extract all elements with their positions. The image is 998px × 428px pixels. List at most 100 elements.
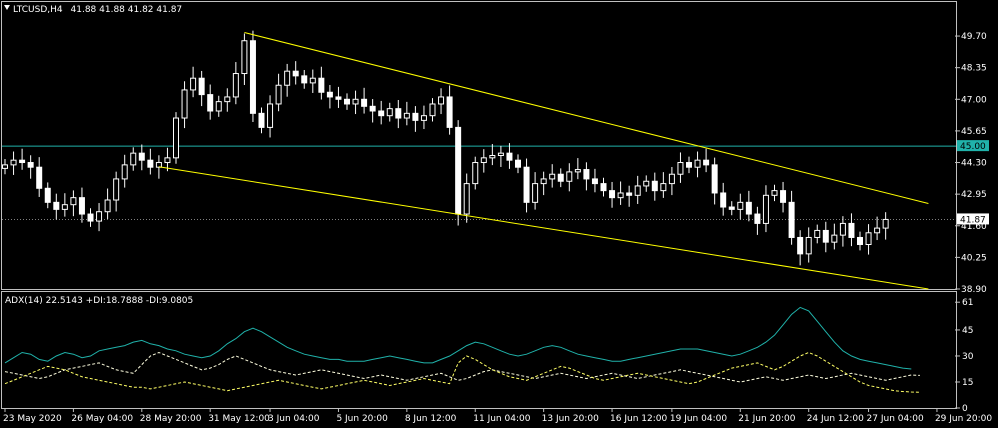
- candle: [27, 155, 34, 179]
- candle: [515, 154, 521, 174]
- bear-candle-body: [36, 166, 43, 189]
- candle: [574, 158, 581, 180]
- adx-header: ADX(14) 22.5143 +DI:18.7888 -DI:9.0805: [5, 296, 193, 306]
- collapse-triangle-icon[interactable]: [4, 5, 10, 10]
- bear-candle-body: [292, 70, 299, 77]
- price-tick-label: 40.25: [961, 253, 987, 263]
- bull-candle-body: [420, 115, 427, 121]
- bear-candle-body: [557, 173, 564, 182]
- bull-candle-body: [532, 183, 539, 203]
- candle: [130, 147, 137, 171]
- candle: [335, 86, 342, 108]
- bull-candle-body: [403, 112, 410, 119]
- candle: [643, 175, 650, 192]
- bear-candle-body: [27, 162, 34, 168]
- candle: [438, 88, 445, 115]
- bull-candle-body: [284, 70, 291, 86]
- bull-candle-body: [438, 96, 445, 105]
- candle: [104, 188, 111, 219]
- candle: [232, 62, 239, 105]
- bull-candle-body: [267, 103, 274, 128]
- candle: [113, 171, 120, 212]
- adx-tick-label: 15: [962, 378, 973, 388]
- time-tick-label: 28 May 20:00: [140, 414, 202, 424]
- bull-candle-body: [839, 222, 846, 236]
- bull-candle-body: [472, 162, 479, 185]
- candle: [190, 66, 197, 98]
- bull-candle-body: [865, 232, 872, 246]
- bull-candle-body: [173, 117, 179, 159]
- bull-candle-body: [61, 204, 68, 210]
- candle: [318, 66, 325, 100]
- bull-candle-body: [634, 185, 641, 196]
- time-tick-label: 8 Jun 12:00: [405, 414, 457, 424]
- candle: [771, 184, 778, 202]
- candle: [292, 61, 299, 85]
- bull-candle-body: [805, 236, 812, 255]
- candle: [138, 144, 145, 171]
- price-tick-label: 44.30: [961, 159, 987, 169]
- bear-candle-body: [44, 187, 51, 203]
- bull-candle-body: [215, 101, 222, 112]
- bear-candle-body: [703, 159, 710, 166]
- bear-candle-body: [198, 77, 205, 96]
- candle: [395, 99, 402, 129]
- adx-indicator-panel[interactable]: 61 45 30 15 0 ADX(14) 22.5143 +DI:18.7888 -D…: [1, 291, 974, 415]
- bull-candle-body: [429, 103, 436, 117]
- trend-channel[interactable]: [158, 32, 929, 290]
- time-tick-label: 29 Jun 20:00: [935, 414, 992, 424]
- candle: [686, 156, 692, 174]
- bull-candle-body: [155, 162, 162, 168]
- candle: [865, 224, 872, 255]
- main-price-panel[interactable]: 45.00 41.87 49.70 48.35 47.00 45.65 44.30 42.9…: [1, 1, 990, 296]
- plus-di-line: [4, 351, 920, 383]
- bear-candle-body: [138, 152, 145, 161]
- candle: [215, 95, 222, 117]
- time-tick-label: 27 Jun 04:00: [867, 414, 924, 424]
- adx-tick-label: 61: [962, 298, 973, 308]
- price-tick-label: 49.70: [961, 32, 987, 42]
- candle: [352, 90, 359, 115]
- bear-candle-body: [651, 180, 658, 192]
- bull-candle-body: [643, 180, 650, 187]
- bear-candle-body: [626, 192, 633, 196]
- bull-candle-body: [737, 201, 744, 210]
- candle: [788, 190, 795, 245]
- candle: [53, 193, 60, 220]
- candle: [96, 203, 103, 232]
- bull-candle-body: [190, 77, 197, 91]
- candle: [660, 172, 667, 198]
- bear-candle-body: [583, 169, 590, 180]
- minus-di-line: [4, 351, 920, 393]
- bear-candle-body: [258, 112, 265, 128]
- bear-candle-body: [848, 222, 855, 238]
- price-tick-label: 45.65: [961, 127, 987, 137]
- bear-candle-body: [395, 108, 402, 119]
- bull-candle-body: [497, 152, 504, 157]
- candle: [506, 143, 513, 169]
- bull-candle-body: [874, 227, 881, 234]
- bear-candle-body: [797, 236, 804, 255]
- adx-main-line: [4, 306, 912, 370]
- price-tick-label: 42.95: [961, 190, 987, 200]
- bear-candle-body: [515, 159, 521, 168]
- bear-candle-body: [301, 75, 308, 84]
- candle: [19, 148, 26, 170]
- level-line-group[interactable]: 45.00 41.87: [2, 140, 989, 225]
- candle: [369, 99, 376, 123]
- candle: [651, 172, 658, 201]
- time-tick-label: 19 Jun 04:00: [670, 414, 727, 424]
- candle: [737, 193, 744, 220]
- bull-candle-body: [113, 178, 120, 201]
- bull-candle-body: [540, 178, 547, 185]
- time-tick-label: 23 May 2020: [3, 414, 62, 424]
- bull-candle-body: [96, 211, 103, 222]
- time-tick-label: 24 Jun 12:00: [807, 414, 864, 424]
- channel-lower-line[interactable]: [158, 166, 929, 290]
- channel-upper-line[interactable]: [244, 32, 929, 204]
- adx-axis: 61 45 30 15 0: [955, 298, 974, 414]
- candle: [591, 168, 598, 193]
- bull-candle-body: [275, 84, 282, 105]
